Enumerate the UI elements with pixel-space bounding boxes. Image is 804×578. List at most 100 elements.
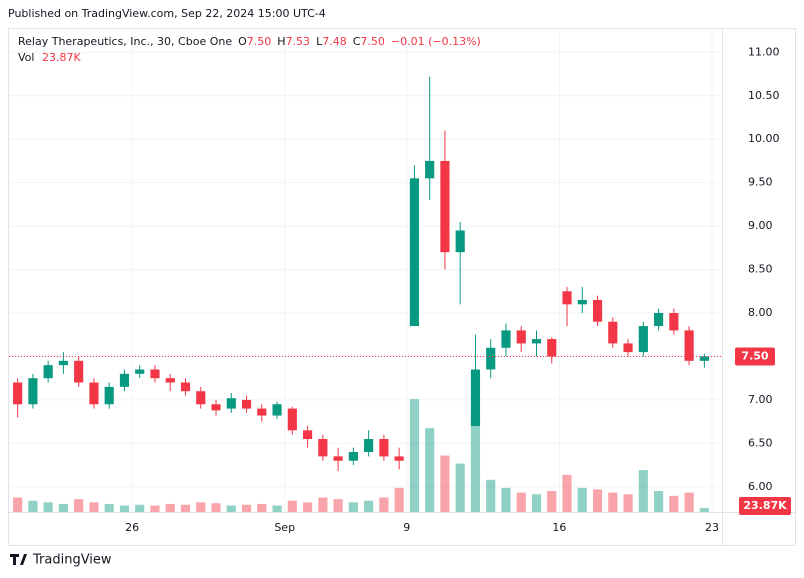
volume-bar	[104, 503, 114, 512]
volume-bar	[455, 463, 465, 512]
volume-bar	[119, 505, 130, 512]
volume-bar	[348, 502, 358, 512]
candle-body	[28, 378, 38, 405]
last-price-box	[735, 347, 775, 366]
candle-body	[455, 230, 465, 253]
ohlc-key: H	[277, 35, 285, 48]
volume-bar	[43, 502, 53, 512]
volume-bar	[364, 500, 374, 512]
volume-bar	[272, 505, 282, 512]
ohlc-key: O	[238, 35, 247, 48]
volume-bar	[196, 502, 206, 512]
ohlc-value: 7.50	[247, 35, 272, 48]
ohlc-value: 7.50	[360, 35, 385, 48]
candle-body	[531, 339, 542, 344]
candle-body	[516, 330, 526, 344]
candle-body	[150, 369, 160, 379]
candle-body	[440, 160, 450, 253]
volume-bar	[394, 487, 404, 512]
x-tick-label: 23	[705, 521, 719, 534]
candle-body	[608, 321, 618, 344]
y-tick-label: 6.50	[748, 436, 773, 449]
candle-body	[379, 439, 389, 457]
candle-body	[638, 326, 648, 353]
last-volume-box	[739, 497, 791, 515]
candle-body	[348, 452, 358, 461]
chart-frame	[8, 28, 796, 546]
brand-name: TradingView	[32, 553, 112, 568]
ohlc-value: 7.48	[322, 35, 347, 48]
candle-body	[89, 382, 99, 405]
volume-bar	[211, 503, 221, 512]
ohlc-key: C	[353, 35, 361, 48]
x-tick-label: 16	[552, 521, 566, 534]
axis-labels: 6.00 6.50 7.00 7.50 8.00 8.50 9.00 9.50 10.00 10.…	[9, 45, 791, 534]
candle-body	[501, 330, 511, 348]
y-tick-label: 8.00	[748, 306, 773, 319]
volume-bar	[638, 470, 648, 512]
volume-bar	[333, 499, 343, 512]
last-volume-label: 23.87K	[743, 499, 787, 512]
candle-body	[272, 404, 282, 416]
volume-value: 23.87K	[42, 51, 81, 64]
y-tick-label: 11.00	[748, 45, 780, 58]
candle-body	[592, 299, 603, 322]
grid	[9, 29, 722, 512]
volume-bar	[608, 492, 618, 512]
volume-bar	[150, 505, 160, 512]
candle-body	[409, 178, 419, 327]
volume-bar	[379, 497, 389, 512]
candle-body	[58, 360, 68, 366]
volume-bar	[318, 497, 328, 512]
volume-bar	[684, 492, 694, 512]
volume-bar	[89, 502, 99, 512]
volume-bar	[562, 474, 572, 512]
candle-body	[43, 365, 53, 379]
candles	[13, 76, 709, 472]
candle-body	[623, 343, 633, 353]
candle-body	[470, 369, 481, 426]
x-tick-label: 26	[125, 521, 139, 534]
candle-body	[13, 382, 23, 405]
volume-bar	[577, 487, 587, 512]
volume-bar	[440, 455, 450, 512]
candle-body	[333, 456, 343, 461]
candle-body	[135, 369, 145, 374]
y-tick-label: 9.50	[748, 176, 773, 189]
y-tick-label: 10.00	[748, 132, 780, 145]
candle-body	[211, 404, 221, 411]
volume-bar	[592, 489, 603, 512]
candle-body	[303, 430, 313, 440]
candle-body	[577, 299, 587, 305]
volume-bar	[516, 492, 526, 512]
ohlc-value: 7.53	[286, 35, 311, 48]
price-change: −0.01 (−0.13%)	[391, 35, 481, 48]
volume-bar	[13, 497, 23, 512]
y-tick-label: 8.50	[748, 263, 773, 276]
candle-body	[287, 408, 297, 431]
candle-body	[104, 386, 114, 405]
x-tick-label: Sep	[274, 521, 295, 534]
last-price-label: 7.50	[741, 349, 768, 362]
y-tick-label: 6.00	[748, 480, 773, 493]
volume-bar	[74, 499, 84, 512]
y-tick-label: 9.00	[748, 219, 773, 232]
candle-body	[654, 313, 664, 327]
volume-bar	[165, 503, 175, 512]
symbol-name: Relay Therapeutics, Inc., 30, Cboe One	[18, 35, 232, 48]
volume-key: Vol	[18, 51, 34, 64]
candle-body	[684, 330, 694, 361]
volume-bar	[531, 494, 542, 512]
volume-bar	[241, 504, 252, 512]
candle-body	[562, 291, 572, 305]
volume-bar	[501, 487, 511, 512]
legend-line: Relay Therapeutics, Inc., 30, Cboe One O7…	[18, 35, 481, 48]
volume-bar	[28, 500, 38, 512]
x-tick-label: 9	[403, 521, 410, 534]
candle-body	[364, 439, 374, 453]
volume-bar	[303, 502, 313, 512]
y-tick-label: 7.00	[748, 393, 773, 406]
volume-bar	[409, 399, 419, 512]
candle-body	[180, 382, 191, 392]
